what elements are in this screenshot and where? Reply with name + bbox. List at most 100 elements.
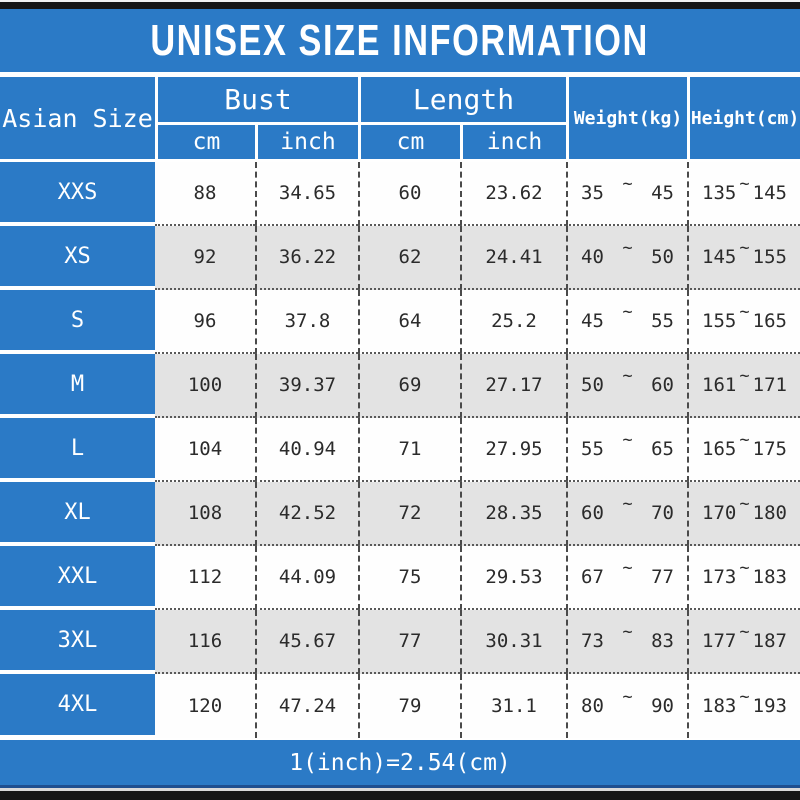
height-range: 145 ~155 bbox=[687, 226, 800, 290]
bust-inch-value: 42.52 bbox=[255, 482, 358, 546]
tilde-separator: ~ bbox=[739, 558, 750, 578]
tilde-separator: ~ bbox=[739, 622, 750, 642]
header-bust-cm: cm bbox=[155, 122, 255, 159]
height-range: 155 ~165 bbox=[687, 290, 800, 354]
length-inch-value: 24.41 bbox=[460, 226, 566, 290]
length-cm-value: 72 bbox=[358, 482, 460, 546]
length-cm-value: 75 bbox=[358, 546, 460, 610]
bust-cm-value: 96 bbox=[155, 290, 255, 354]
divider bbox=[0, 738, 800, 740]
table-row-4xl: 4XL 120 47.24 79 31.1 80 ~90 183 ~193 bbox=[0, 674, 800, 738]
weight-low: 45 bbox=[581, 310, 604, 332]
header-height-cm: Height(cm) bbox=[687, 77, 800, 159]
height-low: 161 bbox=[702, 374, 737, 396]
height-range: 161 ~171 bbox=[687, 354, 800, 418]
tilde-separator: ~ bbox=[739, 174, 750, 194]
table-row-xs: XS 92 36.22 62 24.41 40 ~50 145 ~155 bbox=[0, 226, 800, 290]
bust-cm-value: 120 bbox=[155, 674, 255, 738]
weight-high: 45 bbox=[651, 182, 674, 204]
length-inch-value: 30.31 bbox=[460, 610, 566, 674]
weight-low: 73 bbox=[581, 630, 604, 652]
bust-cm-value: 112 bbox=[155, 546, 255, 610]
length-cm-value: 71 bbox=[358, 418, 460, 482]
length-inch-value: 29.53 bbox=[460, 546, 566, 610]
top-black-bar bbox=[0, 2, 800, 9]
height-high: 180 bbox=[752, 502, 787, 524]
weight-high: 50 bbox=[651, 246, 674, 268]
height-high: 187 bbox=[752, 630, 787, 652]
height-low: 183 bbox=[702, 695, 737, 717]
bust-cm-value: 100 bbox=[155, 354, 255, 418]
tilde-separator: ~ bbox=[739, 430, 750, 450]
tilde-separator: ~ bbox=[622, 174, 633, 194]
table-row-l: L 104 40.94 71 27.95 55 ~65 165 ~175 bbox=[0, 418, 800, 482]
length-cm-value: 69 bbox=[358, 354, 460, 418]
size-label: XXS bbox=[0, 162, 155, 226]
bust-inch-value: 39.37 bbox=[255, 354, 358, 418]
weight-high: 70 bbox=[651, 502, 674, 524]
conversion-note: 1(inch)=2.54(cm) bbox=[289, 749, 511, 776]
height-low: 177 bbox=[702, 630, 737, 652]
bust-cm-value: 88 bbox=[155, 162, 255, 226]
tilde-separator: ~ bbox=[622, 302, 633, 322]
weight-range: 50 ~60 bbox=[566, 354, 687, 418]
height-low: 165 bbox=[702, 438, 737, 460]
tilde-separator: ~ bbox=[622, 430, 633, 450]
bust-inch-value: 40.94 bbox=[255, 418, 358, 482]
divider bbox=[0, 159, 800, 162]
tilde-separator: ~ bbox=[622, 238, 633, 258]
weight-high: 65 bbox=[651, 438, 674, 460]
weight-range: 55 ~65 bbox=[566, 418, 687, 482]
header-asian-size: Asian Size bbox=[0, 77, 155, 159]
weight-low: 80 bbox=[581, 695, 604, 717]
size-label: S bbox=[0, 290, 155, 354]
tilde-separator: ~ bbox=[622, 558, 633, 578]
weight-range: 35 ~45 bbox=[566, 162, 687, 226]
tilde-separator: ~ bbox=[739, 687, 750, 707]
weight-range: 80 ~90 bbox=[566, 674, 687, 738]
size-label: 4XL bbox=[0, 674, 155, 738]
weight-high: 55 bbox=[651, 310, 674, 332]
table-header: Asian Size Bust Length Weight(kg) Height… bbox=[0, 77, 800, 159]
size-label: XXL bbox=[0, 546, 155, 610]
table-row-m: M 100 39.37 69 27.17 50 ~60 161 ~171 bbox=[0, 354, 800, 418]
weight-high: 77 bbox=[651, 566, 674, 588]
length-cm-value: 79 bbox=[358, 674, 460, 738]
bust-cm-value: 104 bbox=[155, 418, 255, 482]
tilde-separator: ~ bbox=[739, 238, 750, 258]
length-inch-value: 28.35 bbox=[460, 482, 566, 546]
weight-low: 67 bbox=[581, 566, 604, 588]
table-row-xxl: XXL 112 44.09 75 29.53 67 ~77 173 ~183 bbox=[0, 546, 800, 610]
weight-low: 40 bbox=[581, 246, 604, 268]
header-length-inch: inch bbox=[460, 122, 566, 159]
bust-inch-value: 47.24 bbox=[255, 674, 358, 738]
tilde-separator: ~ bbox=[739, 494, 750, 514]
header-bust-inch: inch bbox=[255, 122, 358, 159]
height-low: 170 bbox=[702, 502, 737, 524]
weight-low: 35 bbox=[581, 182, 604, 204]
table-body: XXS 88 34.65 60 23.62 35 ~45 135 ~145 XS 9… bbox=[0, 162, 800, 738]
height-range: 183 ~193 bbox=[687, 674, 800, 738]
bust-inch-value: 37.8 bbox=[255, 290, 358, 354]
height-low: 173 bbox=[702, 566, 737, 588]
weight-range: 40 ~50 bbox=[566, 226, 687, 290]
size-label: M bbox=[0, 354, 155, 418]
weight-low: 60 bbox=[581, 502, 604, 524]
length-cm-value: 62 bbox=[358, 226, 460, 290]
header-length-cm: cm bbox=[358, 122, 460, 159]
footer-bar: 1(inch)=2.54(cm) bbox=[0, 740, 800, 788]
weight-range: 67 ~77 bbox=[566, 546, 687, 610]
bust-inch-value: 34.65 bbox=[255, 162, 358, 226]
header-weight-kg: Weight(kg) bbox=[566, 77, 687, 159]
weight-low: 50 bbox=[581, 374, 604, 396]
header-bust: Bust bbox=[155, 77, 358, 122]
bottom-black-bar bbox=[0, 791, 800, 800]
header-length: Length bbox=[358, 77, 566, 122]
height-low: 135 bbox=[702, 182, 737, 204]
size-label: 3XL bbox=[0, 610, 155, 674]
height-low: 145 bbox=[702, 246, 737, 268]
bust-cm-value: 108 bbox=[155, 482, 255, 546]
length-cm-value: 64 bbox=[358, 290, 460, 354]
weight-range: 73 ~83 bbox=[566, 610, 687, 674]
